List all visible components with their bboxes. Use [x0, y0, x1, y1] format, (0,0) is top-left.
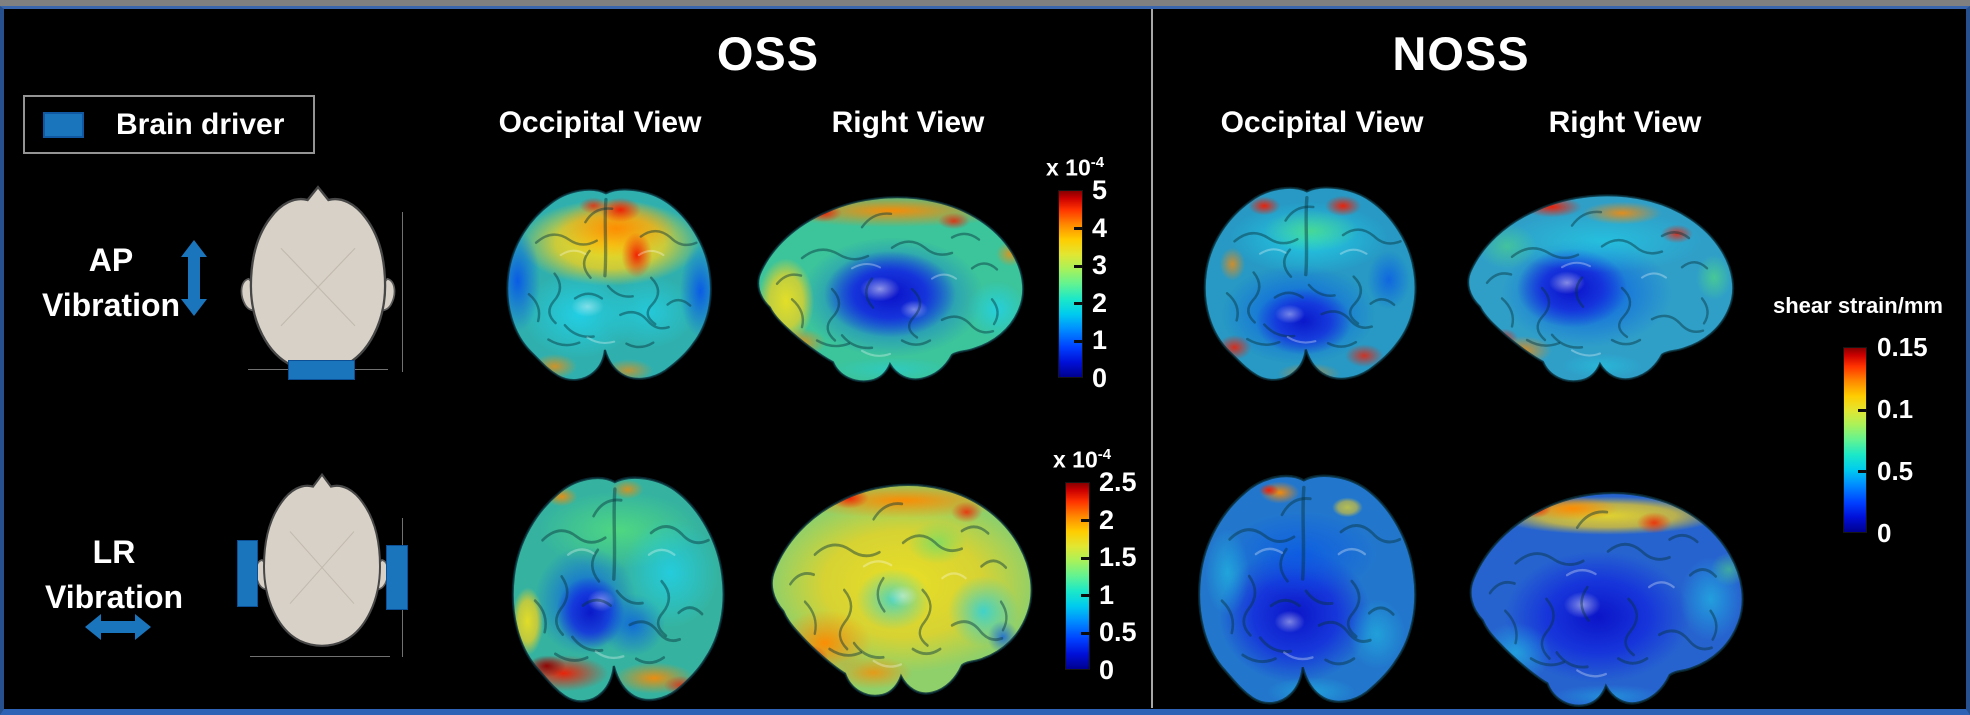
brain-map-oss-lr-right [770, 483, 1033, 698]
brain-map-noss-ap-right [1467, 194, 1735, 383]
head-top-view-ap [240, 185, 396, 373]
brain-driver-swatch [43, 111, 84, 138]
oss-ap-tick-5: 5 [1092, 175, 1108, 205]
oss-ap-colorbar [1058, 190, 1083, 378]
lr-brain-driver-block-left [237, 540, 258, 607]
exp-prefix: x 10 [1053, 446, 1098, 473]
brain-map-noss-lr-occipital [1197, 474, 1417, 705]
oss-right-view-header: Right View [831, 106, 985, 139]
oss-lr-tick-1.5: 1.5 [1099, 542, 1137, 572]
panel-divider [1151, 9, 1153, 708]
oss-lr-tick-0.5: 0.5 [1099, 617, 1137, 647]
oss-ap-tick-0: 0 [1092, 363, 1108, 393]
noss-tick-0.15: 0.15 [1877, 332, 1928, 362]
oss-ap-tick-4: 4 [1092, 213, 1108, 243]
brain-map-oss-ap-right [757, 196, 1025, 383]
lr-measure-line-horizontal [250, 656, 390, 657]
colorbar-tick [1081, 632, 1090, 635]
oss-lr-tick-0: 0 [1099, 655, 1115, 685]
oss-occipital-view-header: Occipital View [498, 106, 702, 139]
colorbar-tick [1081, 557, 1090, 560]
oss-ap-tick-1: 1 [1092, 325, 1108, 355]
row-label-lr-vibration-word: Vibration [44, 579, 184, 615]
noss-occipital-view-header: Occipital View [1220, 106, 1424, 139]
row-label-ap: AP [88, 242, 134, 278]
lr-direction-arrow-icon [85, 614, 151, 640]
noss-tick-0.5: 0.5 [1877, 456, 1914, 486]
row-label-lr: LR [92, 534, 136, 570]
panel-title-oss: OSS [716, 27, 820, 80]
oss-lr-colorbar-exponent: x 10-4 [1053, 446, 1111, 474]
oss-ap-tick-2: 2 [1092, 288, 1108, 318]
brain-map-oss-ap-occipital [506, 188, 712, 382]
colorbar-tick [1858, 470, 1867, 473]
ap-direction-arrow-icon [181, 240, 207, 316]
exp-sup: -4 [1097, 446, 1112, 463]
head-top-view-lr [255, 472, 389, 647]
noss-tick-0.1: 0.1 [1877, 394, 1914, 424]
ap-measure-line-vertical [402, 212, 403, 372]
legend-brain-driver: Brain driver [23, 95, 315, 154]
oss-lr-tick-2.5: 2.5 [1099, 467, 1137, 497]
brain-map-oss-lr-occipital [511, 476, 725, 703]
colorbar-tick [1074, 227, 1083, 230]
ap-brain-driver-block [288, 360, 355, 380]
colorbar-tick [1074, 340, 1083, 343]
row-label-lr-vibration: LR Vibration [29, 530, 199, 620]
colorbar-tick [1081, 594, 1090, 597]
oss-lr-tick-2: 2 [1099, 505, 1115, 535]
exp-sup: -4 [1090, 154, 1105, 171]
colorbar-tick [1074, 302, 1083, 305]
colorbar-tick [1081, 519, 1090, 522]
noss-tick-0: 0 [1877, 518, 1892, 548]
panel-title-noss: NOSS [1392, 27, 1530, 80]
oss-ap-colorbar-exponent: x 10-4 [1046, 154, 1104, 182]
noss-colorbar [1843, 347, 1867, 533]
legend-label: Brain driver [116, 107, 285, 141]
row-label-ap-vibration: AP Vibration [26, 238, 196, 328]
brain-map-noss-lr-right [1469, 491, 1744, 707]
noss-colorbar-title: shear strain/mm [1773, 293, 1943, 318]
brain-map-noss-ap-occipital [1203, 186, 1417, 381]
row-label-ap-vibration-word: Vibration [41, 287, 181, 323]
exp-prefix: x 10 [1046, 154, 1091, 181]
colorbar-tick [1074, 265, 1083, 268]
oss-lr-tick-1: 1 [1099, 580, 1115, 610]
oss-ap-tick-3: 3 [1092, 250, 1108, 280]
lr-brain-driver-block-right [386, 545, 408, 610]
noss-right-view-header: Right View [1548, 106, 1702, 139]
colorbar-tick [1858, 409, 1867, 412]
oss-lr-colorbar [1065, 482, 1090, 670]
